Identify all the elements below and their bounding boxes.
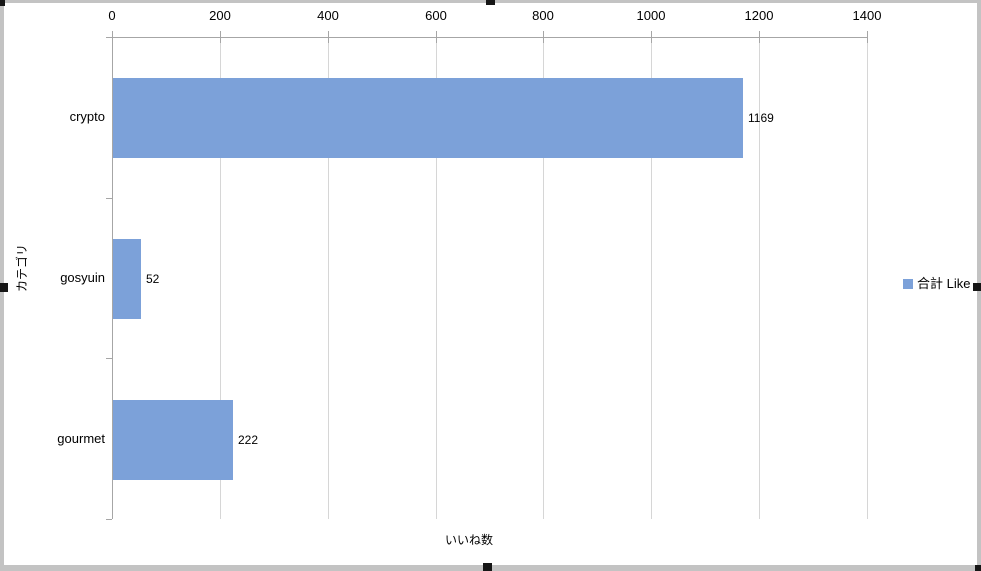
x-tick-mark <box>220 31 221 43</box>
x-tick-label: 1000 <box>636 8 666 23</box>
gridline <box>436 37 437 519</box>
resize-handle-left-middle[interactable] <box>0 283 8 292</box>
category-axis-tick-mark <box>106 519 112 520</box>
category-axis-tick-mark <box>106 37 112 38</box>
bar-value-label: 52 <box>146 272 160 286</box>
x-tick-mark <box>543 31 544 43</box>
resize-handle-top-middle[interactable] <box>486 0 495 5</box>
x-tick-label: 1200 <box>744 8 774 23</box>
y-axis-title: カテゴリ <box>15 244 29 293</box>
gridline <box>543 37 544 519</box>
gridline <box>651 37 652 519</box>
resize-handle-bottom-right[interactable] <box>975 565 981 571</box>
bar[interactable] <box>113 78 743 158</box>
gridline <box>328 37 329 519</box>
x-tick-mark <box>651 31 652 43</box>
x-tick-label: 400 <box>317 8 339 23</box>
gridline <box>759 37 760 519</box>
x-tick-mark <box>867 31 868 43</box>
bar-value-label: 222 <box>238 433 259 447</box>
resize-handle-top-left[interactable] <box>0 0 5 6</box>
x-tick-label: 1400 <box>852 8 882 23</box>
x-tick-mark <box>759 31 760 43</box>
x-tick-label: 200 <box>209 8 231 23</box>
legend-label: 合計 Like <box>917 276 971 291</box>
category-axis-tick-mark <box>106 198 112 199</box>
category-label: gourmet <box>57 431 105 446</box>
resize-handle-bottom-middle[interactable] <box>483 563 492 571</box>
category-label: gosyuin <box>60 270 105 285</box>
x-tick-mark <box>328 31 329 43</box>
x-tick-mark <box>112 31 113 43</box>
resize-handle-right-middle[interactable] <box>973 283 981 291</box>
gridline <box>220 37 221 519</box>
bar[interactable] <box>113 239 141 319</box>
category-label: crypto <box>69 109 105 124</box>
gridline <box>867 37 868 519</box>
value-axis-line <box>112 37 868 38</box>
x-tick-mark <box>436 31 437 43</box>
category-axis-line <box>112 37 113 519</box>
x-tick-label: 0 <box>108 8 116 23</box>
category-axis-tick-mark <box>106 358 112 359</box>
x-tick-label: 600 <box>425 8 447 23</box>
bar-value-label: 1169 <box>748 111 774 125</box>
legend[interactable]: 合計 Like <box>903 276 970 292</box>
legend-swatch-icon <box>903 279 913 289</box>
bar[interactable] <box>113 400 233 480</box>
x-axis-title: いいね数 <box>444 533 493 547</box>
x-tick-label: 800 <box>532 8 554 23</box>
